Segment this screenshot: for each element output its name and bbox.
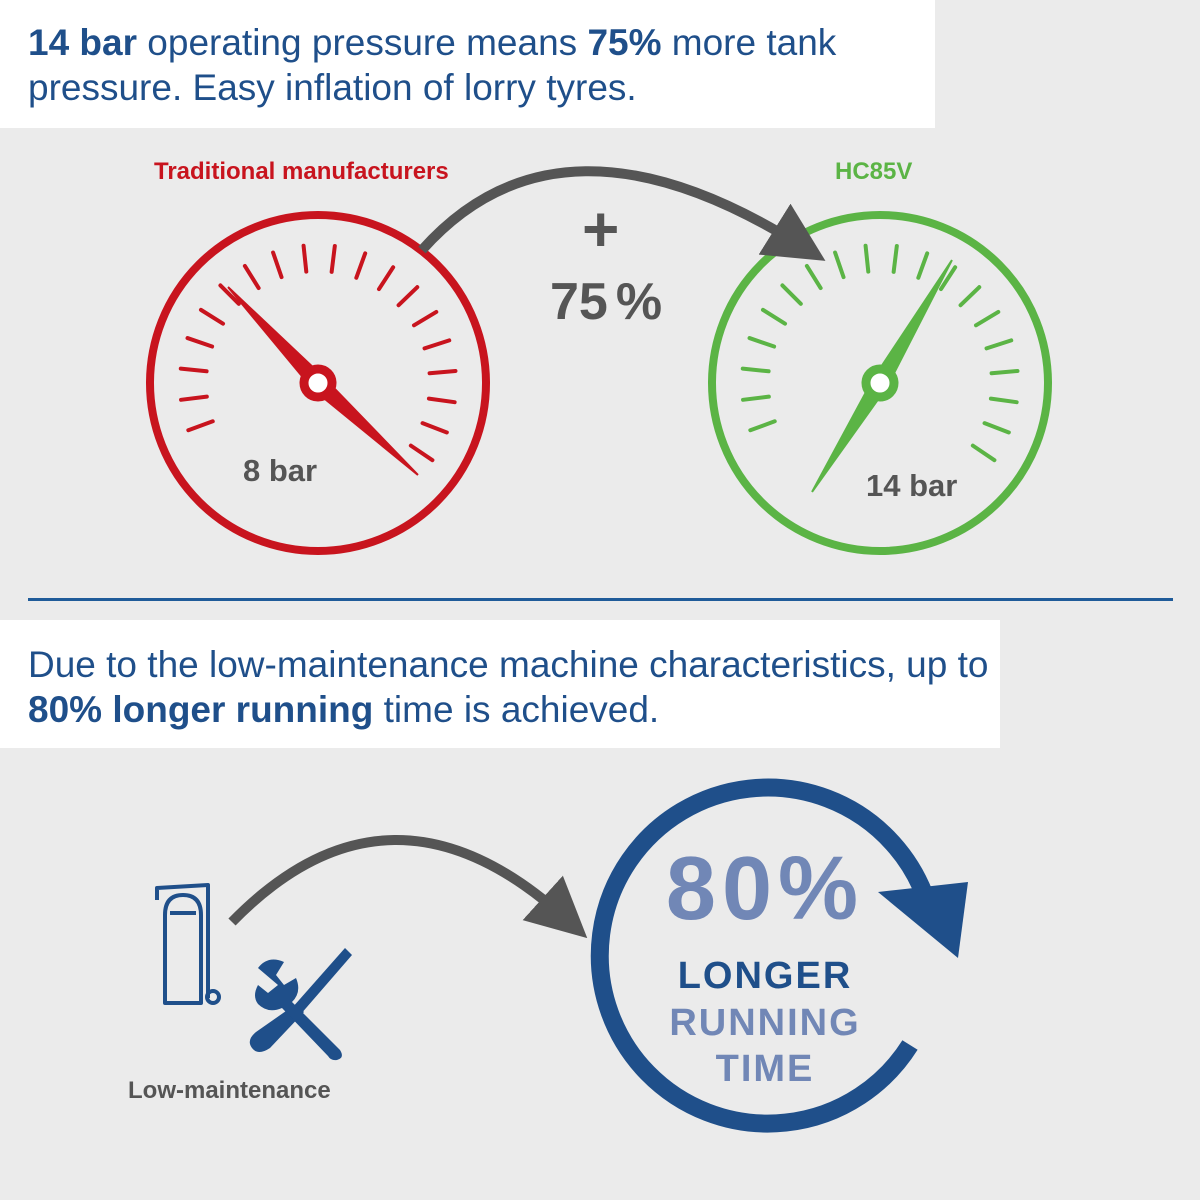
gauge-tick	[970, 443, 997, 463]
gauge-tick	[863, 243, 871, 274]
gauge-hc85v-ticks	[740, 243, 1020, 463]
gauge-hc85v	[708, 211, 1052, 555]
gauge-tick	[185, 336, 215, 349]
running-time-line1: LONGER	[677, 955, 853, 997]
gauge-traditional-reading: 8 bar	[243, 453, 318, 488]
gauge-tick	[186, 419, 215, 433]
low-maintenance-label: Low-maintenance	[128, 1077, 331, 1104]
running-text-bold: 80% longer running	[28, 689, 374, 730]
gauge-traditional-ticks	[178, 243, 458, 463]
gauge-tick	[958, 285, 982, 308]
gauge-tick	[916, 251, 930, 280]
gauge-tick	[984, 338, 1014, 351]
gauge-tick	[748, 419, 777, 433]
running-time-line2: RUNNING	[669, 1002, 861, 1044]
headline-panel-running-time: Due to the low-maintenance machine chara…	[0, 620, 1000, 748]
gauge-traditional-title: Traditional manufacturers	[154, 158, 449, 185]
gauge-tick	[271, 250, 284, 280]
gauge-tick	[740, 366, 771, 374]
running-time-percent: 80%	[665, 839, 865, 939]
gauge-traditional	[146, 211, 490, 555]
headline-text-2: more tank pressure. Easy inflation of lo…	[28, 22, 837, 108]
gauge-tick	[760, 307, 788, 326]
increase-value: 75	[550, 273, 608, 331]
running-text-2: time is achieved.	[373, 689, 660, 730]
gauge-tick	[178, 366, 209, 374]
gauge-tick	[747, 336, 777, 349]
gauge-tick	[198, 307, 226, 326]
gauge-tick	[179, 394, 209, 402]
gauge-tick	[412, 309, 439, 328]
gauge-tick	[422, 338, 452, 351]
gauge-tick	[329, 244, 337, 274]
gauge-tick	[780, 283, 803, 306]
curved-arrow-icon-bottom	[228, 835, 588, 939]
running-time-line3: TIME	[715, 1048, 815, 1090]
gauge-tick	[242, 263, 261, 291]
compressor-icon	[155, 883, 221, 1005]
headline-bold-pressure: 14 bar	[28, 22, 138, 63]
gauge-tick	[376, 265, 396, 292]
gauge-tick	[420, 421, 449, 435]
gauge-tick	[938, 265, 958, 292]
gauge-hc85v-title: HC85V	[835, 158, 913, 185]
gauge-hc85v-reading: 14 bar	[866, 468, 958, 503]
section-divider	[28, 598, 1173, 601]
headline-panel-pressure: 14 bar operating pressure means 75% more…	[0, 0, 935, 128]
gauge-tick	[408, 443, 435, 463]
gauge-tick	[989, 368, 1020, 376]
curved-arrow-icon	[418, 166, 826, 261]
gauge-tick	[218, 283, 241, 306]
running-text-1: Due to the low-maintenance machine chara…	[28, 644, 989, 685]
plus-sign: +	[582, 193, 620, 265]
gauge-tick	[354, 251, 368, 280]
gauge-tick	[891, 244, 899, 274]
gauge-tick	[396, 285, 420, 308]
gauge-tick	[988, 396, 1019, 405]
gauge-tick	[833, 250, 846, 280]
gauge-tick	[427, 368, 458, 376]
gauge-tick	[982, 421, 1011, 435]
gauge-tick	[804, 263, 823, 291]
gauge-tick	[301, 243, 309, 274]
gauge-tick	[974, 309, 1001, 328]
increase-percent: 75%	[550, 272, 662, 332]
increase-unit: %	[615, 273, 663, 331]
gauge-tick	[426, 396, 457, 405]
wrench-screwdriver-icon	[249, 948, 352, 1061]
gauge-tick	[741, 394, 771, 402]
headline-bold-percent: 75%	[587, 22, 662, 63]
circular-arrow-icon	[590, 778, 968, 1133]
headline-text-1: operating pressure means	[137, 22, 588, 63]
